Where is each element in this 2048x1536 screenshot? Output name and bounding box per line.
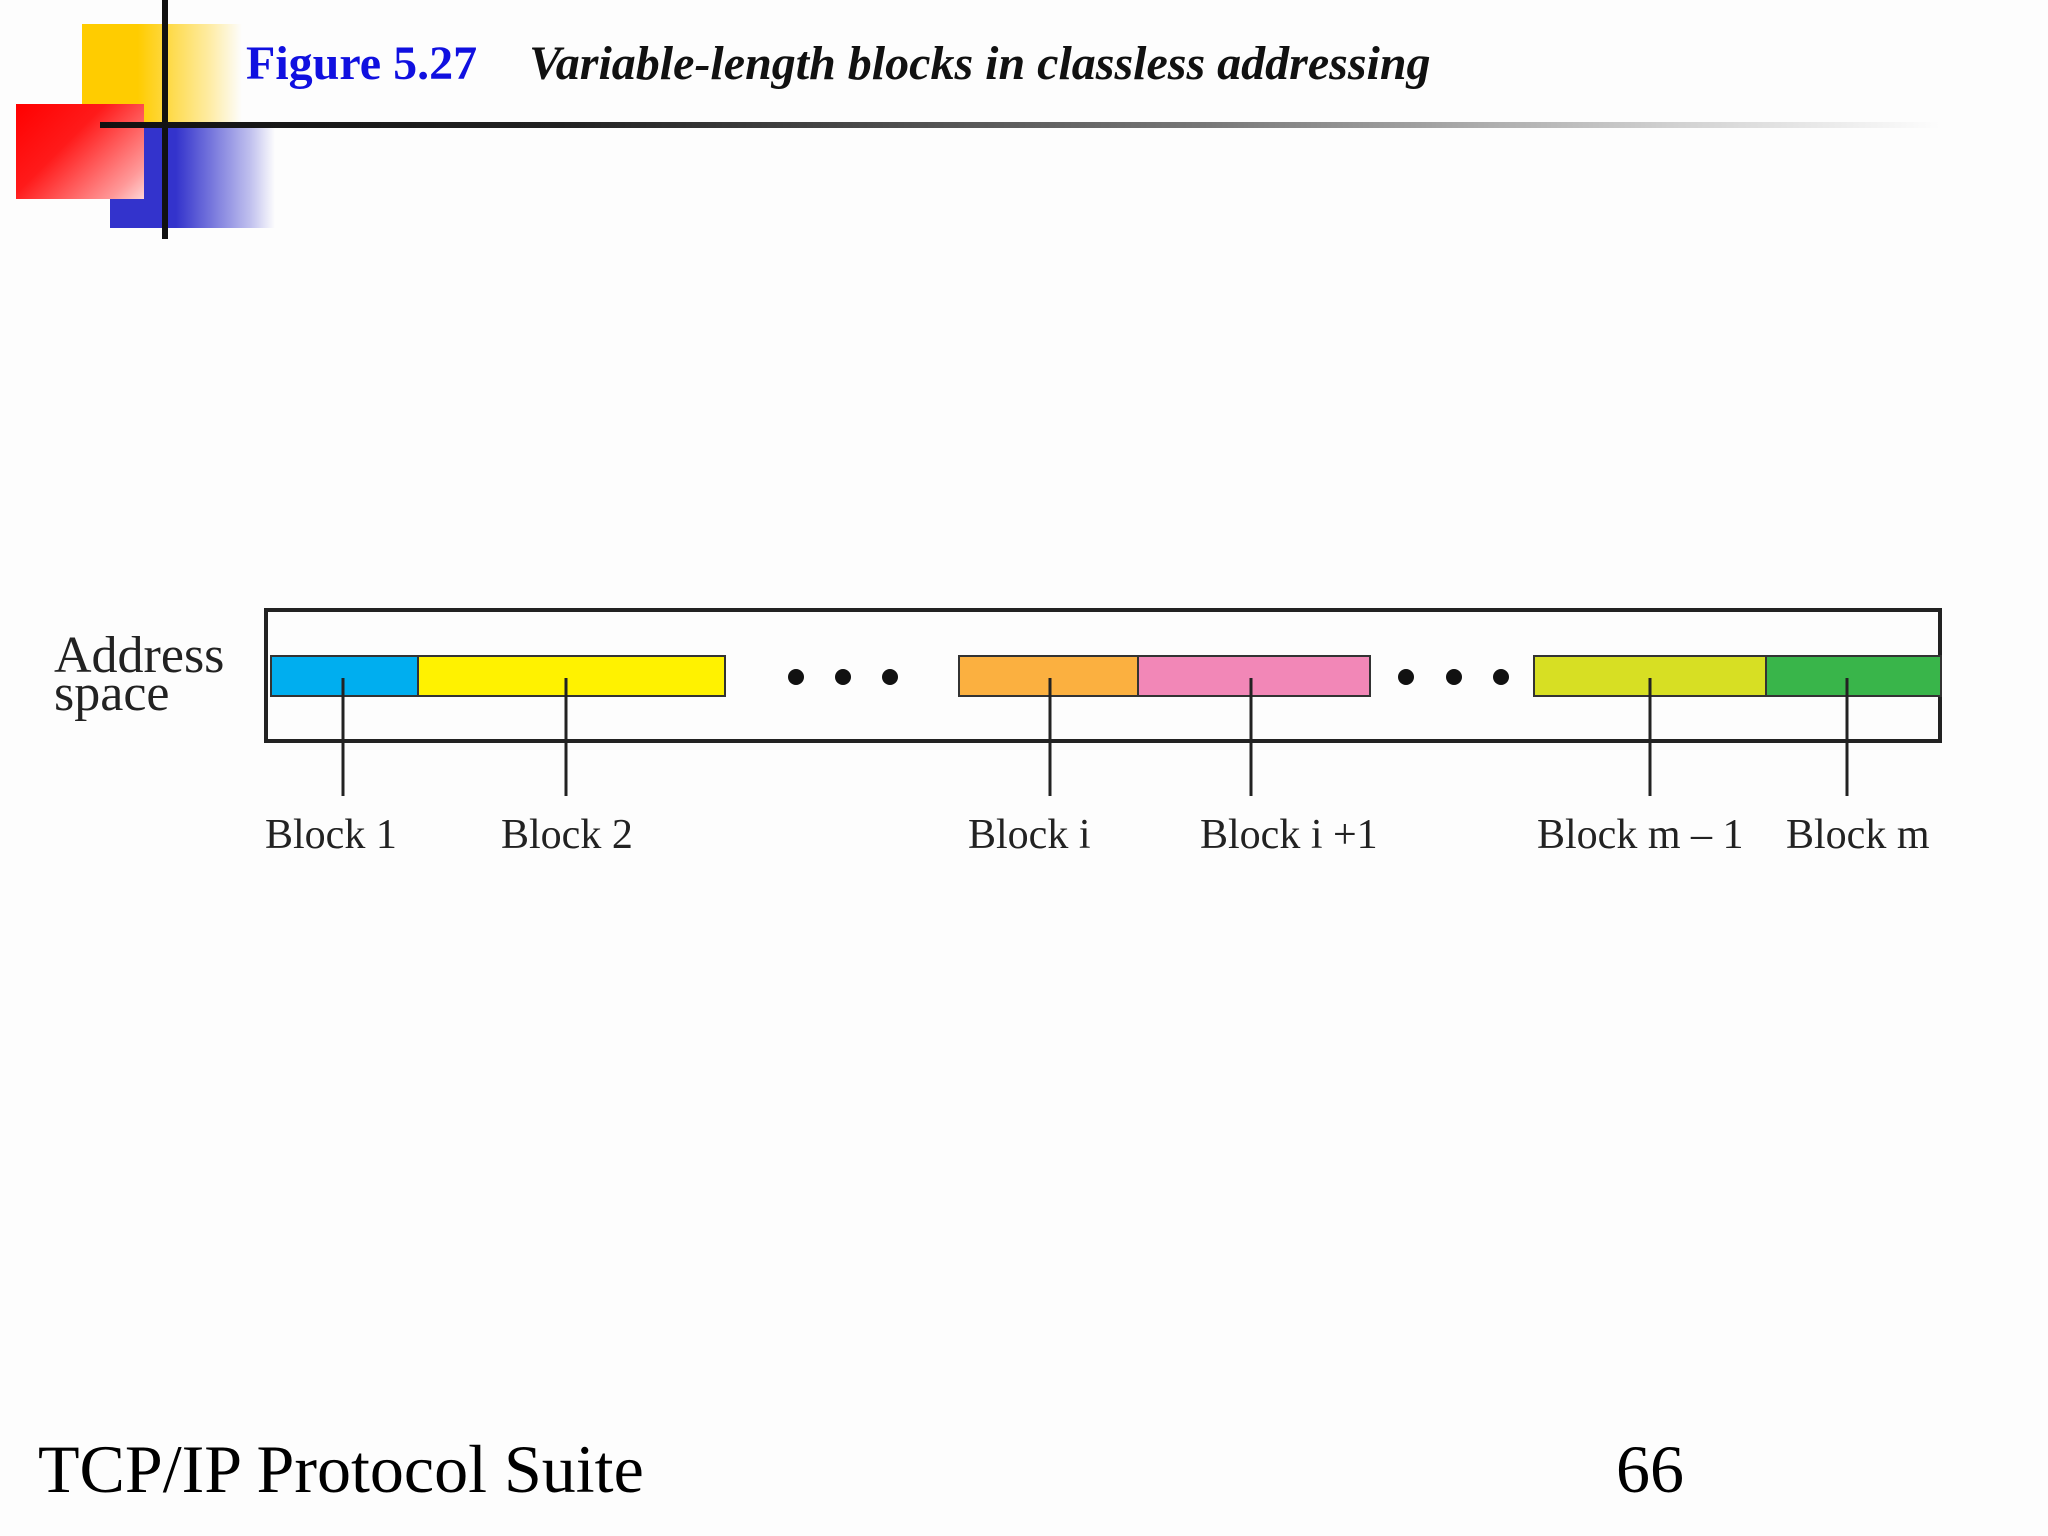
block-i-label: Block i (968, 812, 1091, 858)
ellipsis-dot (882, 669, 898, 685)
block-2-label: Block 2 (501, 812, 633, 858)
ellipsis-dot (1493, 669, 1509, 685)
address-space-label-line1: Address (54, 627, 224, 684)
block-i-plus-1-label: Block i +1 (1200, 812, 1378, 858)
block-2-segment (417, 655, 726, 697)
ellipsis-1 (788, 669, 898, 685)
page-number: 66 (1616, 1431, 1684, 1507)
decorative-red-square (16, 104, 144, 199)
block-i: Block i (958, 655, 1139, 858)
footer-suite-title: TCP/IP Protocol Suite (38, 1431, 644, 1507)
figure-caption: Variable-length blocks in classless addr… (529, 37, 1431, 90)
block-m-minus-1-label: Block m – 1 (1537, 812, 1744, 858)
title-underline (100, 122, 1940, 128)
ellipsis-2 (1398, 669, 1509, 685)
block-1-label: Block 1 (265, 812, 397, 858)
block-m-segment (1765, 655, 1942, 697)
ellipsis-dot (835, 669, 851, 685)
block-1: Block 1 (265, 655, 419, 858)
ellipsis-dot (1446, 669, 1462, 685)
block-m-label: Block m (1786, 812, 1930, 858)
block-m-minus-1: Block m – 1 (1533, 655, 1767, 858)
slide-title: Figure 5.27 Variable-length blocks in cla… (246, 36, 1431, 91)
address-space-label-line2: space (54, 665, 169, 722)
ellipsis-dot (788, 669, 804, 685)
ellipsis-dot (1398, 669, 1414, 685)
decorative-vertical-line (162, 0, 168, 239)
block-i-plus-1: Block i +1 (1137, 655, 1378, 858)
figure-number: Figure 5.27 (246, 37, 478, 90)
block-i-plus-1-segment (1137, 655, 1371, 697)
block-2: Block 2 (417, 655, 726, 858)
block-m: Block m (1765, 655, 1942, 858)
